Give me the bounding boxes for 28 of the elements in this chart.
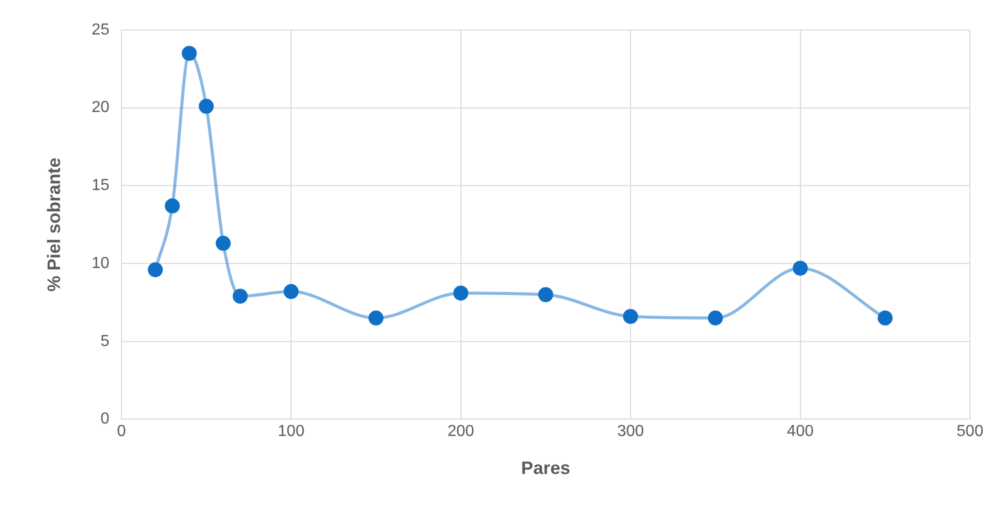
y-tick-label: 25 — [92, 21, 110, 38]
x-tick-label: 0 — [116, 423, 126, 440]
point — [148, 262, 163, 278]
point — [232, 288, 248, 304]
point — [708, 310, 723, 326]
y-axis-title: % Piel sobrante — [44, 158, 64, 292]
x-tick-label: 300 — [617, 423, 644, 440]
point — [164, 198, 180, 214]
point — [878, 310, 893, 326]
x-tick-label: 200 — [447, 423, 474, 440]
y-tick-label: 5 — [100, 332, 110, 350]
point — [368, 310, 384, 326]
point — [792, 260, 808, 276]
y-tick-label: 15 — [92, 177, 110, 194]
x-tick-label: 500 — [956, 423, 984, 440]
point — [284, 284, 299, 300]
point — [198, 98, 214, 114]
point — [182, 46, 197, 61]
point — [538, 287, 554, 302]
x-tick-label: 100 — [278, 423, 305, 440]
x-tick-label: 400 — [786, 423, 814, 440]
y-tick-label: 10 — [92, 254, 110, 272]
point — [453, 286, 468, 301]
y-tick-label: 0 — [100, 410, 110, 428]
point — [216, 236, 231, 251]
x-axis-title: Pares — [521, 458, 570, 478]
y-tick-label: 20 — [92, 99, 110, 116]
point — [623, 308, 638, 324]
